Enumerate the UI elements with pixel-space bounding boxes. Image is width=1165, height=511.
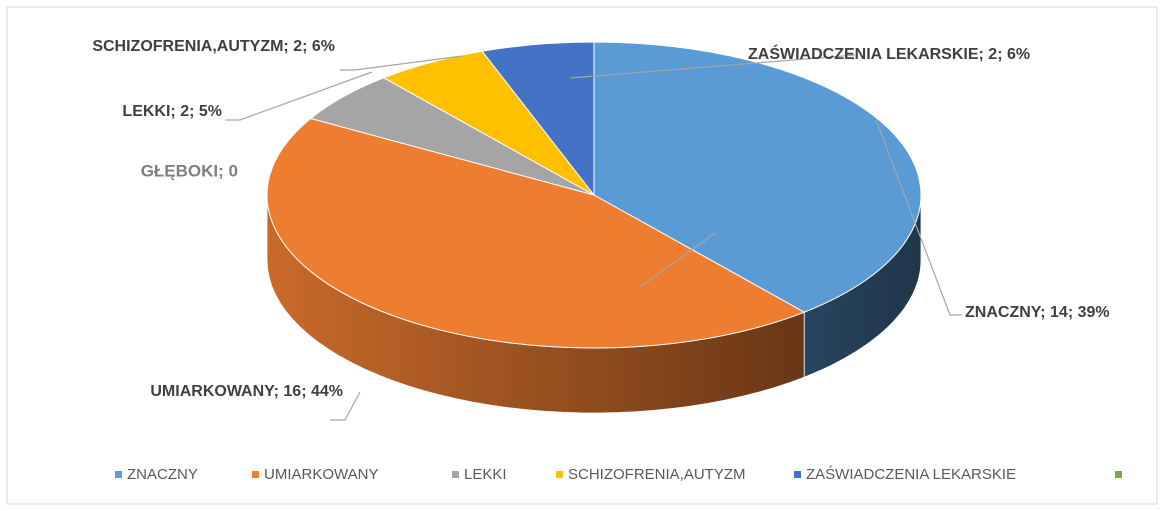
- slice: [481, 41, 595, 197]
- legend-marker: [252, 471, 259, 478]
- data-label: SCHIZOFRENIA,AUTYZM; 2; 6%: [92, 38, 335, 55]
- legend-label: SCHIZOFRENIA,AUTYZM: [568, 466, 746, 483]
- leader-line: [225, 71, 373, 121]
- leader-line: [340, 55, 463, 71]
- data-label: GŁĘBOKI; 0: [141, 161, 238, 180]
- legend-label: UMIARKOWANY: [264, 466, 378, 483]
- leader-line: [639, 232, 716, 288]
- legend-label: LEKKI: [464, 466, 507, 483]
- legend-marker: [115, 471, 122, 478]
- data-label: ZNACZNY; 14; 39%: [965, 304, 1110, 321]
- legend-marker: [452, 471, 459, 478]
- legend-marker: [556, 471, 563, 478]
- data-label: LEKKI; 2; 5%: [122, 103, 222, 120]
- legend-marker: [794, 471, 801, 478]
- legend-label: ZNACZNY: [127, 466, 198, 483]
- slice: [593, 41, 922, 313]
- legend-marker: [1115, 471, 1122, 478]
- legend-label: ZAŚWIADCZENIA LEKARSKIE: [806, 465, 1016, 483]
- slice: [266, 117, 806, 349]
- data-label: UMIARKOWANY; 16; 44%: [150, 383, 343, 400]
- data-label: ZAŚWIADCZENIA LEKARSKIE; 2; 6%: [748, 44, 1030, 63]
- leader-line: [569, 54, 856, 79]
- leader-line: [330, 391, 361, 421]
- leader-line: [875, 119, 962, 316]
